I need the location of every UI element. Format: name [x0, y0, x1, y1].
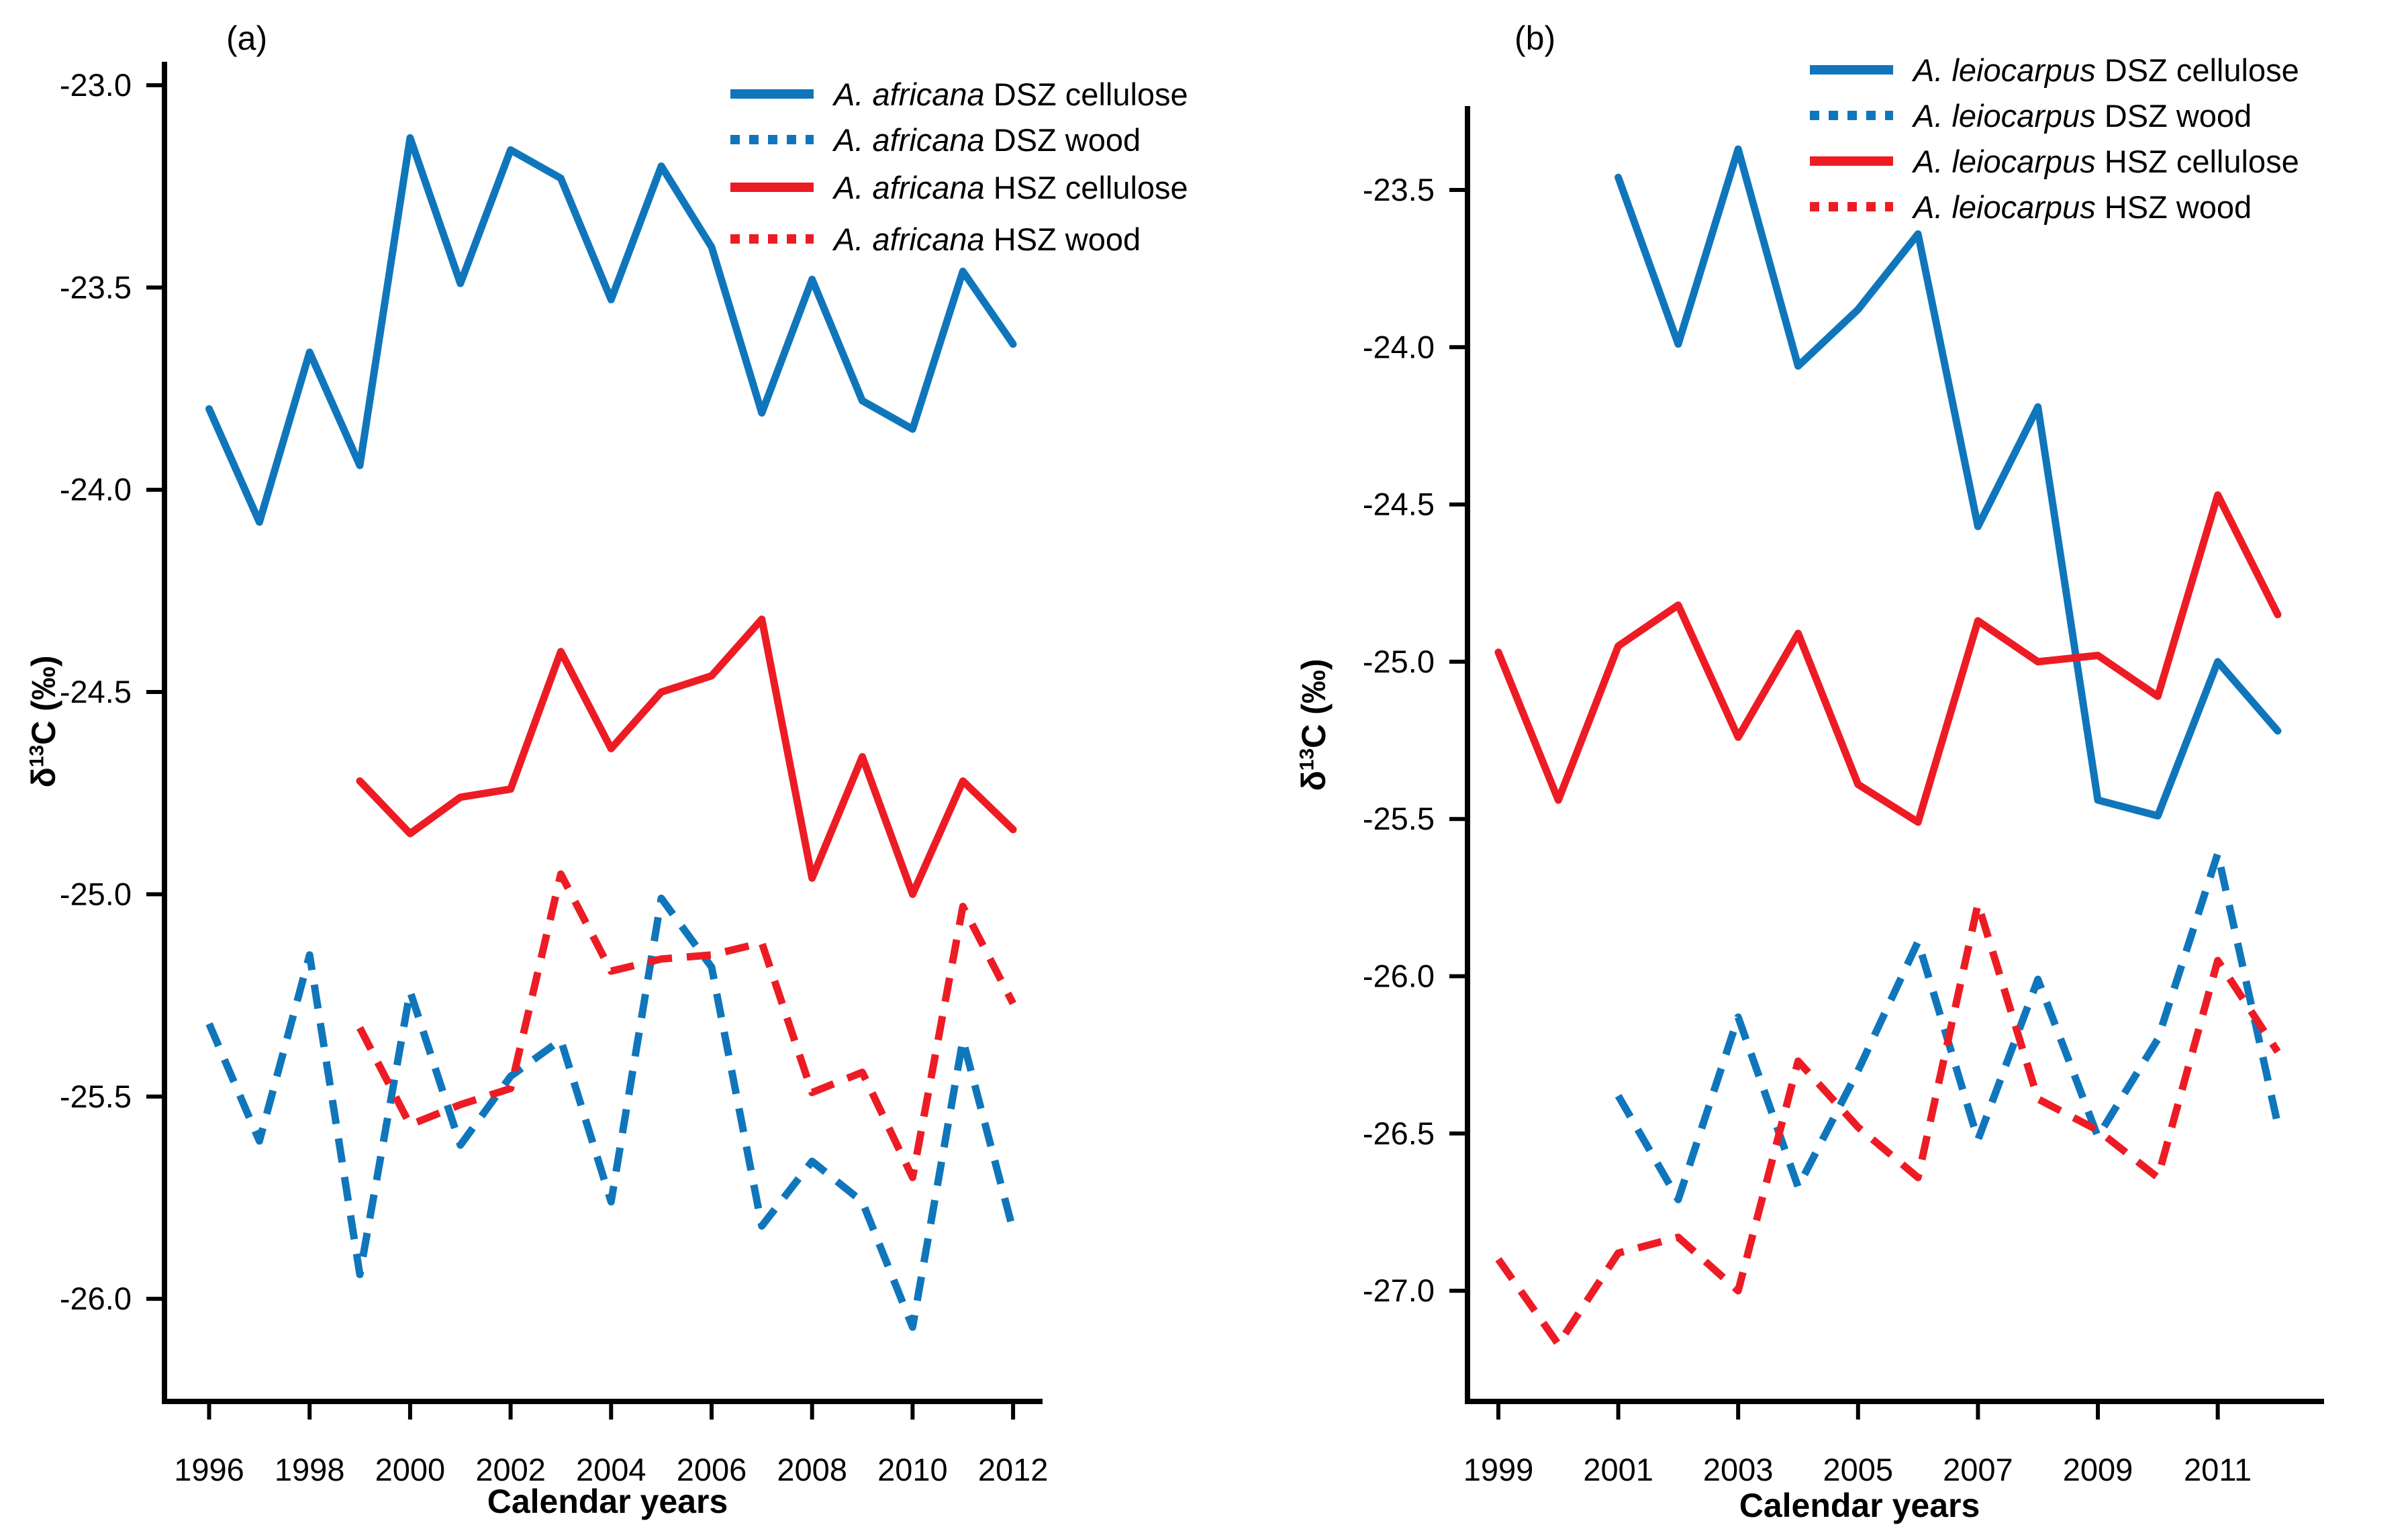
- legend-item-label: A. leiocarpus DSZ cellulose: [1913, 52, 2299, 89]
- legend-item-a-leiocarpus-dsz-cellulose: A. leiocarpus DSZ cellulose: [1809, 52, 2299, 89]
- species-name: A. leiocarpus: [1913, 143, 2096, 179]
- x-tick-label: 2003: [1703, 1452, 1774, 1487]
- legend-item-label: A. africana HSZ cellulose: [834, 169, 1188, 206]
- solid-line-sample-icon: [730, 183, 814, 192]
- dotted-line-sample-icon: [730, 135, 814, 144]
- dotted-line-sample-icon: [1810, 111, 1893, 120]
- x-tick-label: 2007: [1943, 1452, 2013, 1487]
- series-type-label: HSZ cellulose: [2095, 143, 2299, 179]
- panel-a-x-axis-title: Calendar years: [487, 1483, 728, 1520]
- x-tick-label: 2008: [777, 1452, 847, 1487]
- y-tick-label: -25.5: [1363, 801, 1435, 836]
- species-name: A. africana: [834, 76, 985, 112]
- y-tick-label: -24.0: [60, 472, 132, 507]
- panel-b-axes: [1465, 106, 2324, 1404]
- y-tick-label: -23.5: [60, 269, 132, 305]
- x-tick-label: 2000: [375, 1452, 446, 1487]
- solid-line-sample-icon: [730, 89, 814, 99]
- delta-symbol: δ: [1295, 771, 1333, 791]
- series-type-label: DSZ cellulose: [984, 76, 1188, 112]
- isotope-13-superscript: 13: [1296, 748, 1318, 771]
- x-tick-label: 2011: [2184, 1452, 2252, 1487]
- series-type-label: DSZ wood: [984, 121, 1141, 158]
- legend-item-label: A. leiocarpus HSZ cellulose: [1913, 143, 2299, 180]
- y-tick-label: -26.0: [60, 1281, 132, 1316]
- legend-item-label: A. leiocarpus HSZ wood: [1913, 189, 2252, 226]
- legend-item-a-africana-hsz-wood: A. africana HSZ wood: [729, 221, 1141, 258]
- panel-a-axes: [162, 62, 1043, 1404]
- panel-b-label: (b): [1514, 19, 1556, 57]
- species-name: A. leiocarpus: [1913, 189, 2096, 225]
- series-type-label: DSZ wood: [2095, 97, 2252, 134]
- panel-a-label: (a): [226, 19, 268, 57]
- x-tick-label: 2010: [877, 1452, 948, 1487]
- panel-b-y-axis-title: δ13C (‰): [1294, 524, 1337, 926]
- x-tick-label: 2006: [677, 1452, 747, 1487]
- x-tick-label: 2005: [1823, 1452, 1894, 1487]
- panel-a-y-axis-title: δ13C (‰): [24, 520, 67, 923]
- legend-item-label: A. africana HSZ wood: [834, 221, 1141, 258]
- series-type-label: DSZ cellulose: [2095, 52, 2299, 88]
- y-tick-label: -24.0: [1363, 329, 1435, 364]
- permil-unit: C (‰): [25, 655, 62, 745]
- y-tick-label: -25.0: [1363, 644, 1435, 679]
- y-tick-label: -24.5: [60, 674, 132, 709]
- species-name: A. leiocarpus: [1913, 52, 2096, 88]
- isotope-13-superscript: 13: [26, 744, 48, 768]
- panel-b-x-axis-title: Calendar years: [1739, 1487, 1980, 1524]
- x-tick-label: 2004: [576, 1452, 646, 1487]
- x-tick-label: 1998: [275, 1452, 345, 1487]
- x-tick-label: 1996: [174, 1452, 244, 1487]
- species-name: A. leiocarpus: [1913, 97, 2096, 134]
- legend-item-label: A. leiocarpus DSZ wood: [1913, 97, 2252, 134]
- x-tick-label: 2012: [978, 1452, 1049, 1487]
- solid-line-sample-icon: [1810, 65, 1893, 75]
- delta-symbol: δ: [25, 767, 62, 788]
- x-tick-label: 1999: [1463, 1452, 1534, 1487]
- species-name: A. africana: [834, 169, 985, 205]
- y-tick-label: -23.5: [1363, 172, 1435, 207]
- species-name: A. africana: [834, 221, 985, 257]
- y-tick-label: -26.0: [1363, 958, 1435, 994]
- y-tick-label: -23.0: [60, 67, 132, 103]
- legend-item-a-leiocarpus-hsz-cellulose: A. leiocarpus HSZ cellulose: [1809, 144, 2299, 179]
- series-a-africana-hsz-cellulose: [356, 615, 1017, 898]
- solid-line-sample-icon: [1810, 156, 1893, 166]
- dotted-line-sample-icon: [730, 234, 814, 244]
- species-name: A. africana: [834, 121, 985, 158]
- legend-item-label: A. africana DSZ cellulose: [834, 76, 1188, 113]
- series-a-leiocarpus-dsz-cellulose: [1615, 145, 2282, 820]
- x-tick-label: 2009: [2063, 1452, 2133, 1487]
- x-tick-label: 2002: [475, 1452, 546, 1487]
- y-tick-label: -27.0: [1363, 1273, 1435, 1308]
- legend-item-label: A. africana DSZ wood: [834, 121, 1141, 158]
- dotted-line-sample-icon: [1810, 202, 1893, 211]
- series-a-africana-dsz-cellulose: [205, 134, 1017, 526]
- y-tick-label: -24.5: [1363, 487, 1435, 522]
- y-tick-label: -26.5: [1363, 1116, 1435, 1151]
- series-a-leiocarpus-hsz-wood: [1495, 900, 2281, 1348]
- permil-unit: C (‰): [1295, 658, 1333, 748]
- legend-item-a-leiocarpus-hsz-wood: A. leiocarpus HSZ wood: [1809, 189, 2252, 226]
- series-a-leiocarpus-hsz-cellulose: [1494, 491, 2282, 826]
- legend-item-a-africana-dsz-cellulose: A. africana DSZ cellulose: [729, 76, 1188, 113]
- series-type-label: HSZ cellulose: [984, 169, 1188, 205]
- legend-item-a-leiocarpus-dsz-wood: A. leiocarpus DSZ wood: [1809, 97, 2252, 134]
- y-tick-label: -25.5: [60, 1079, 132, 1114]
- series-type-label: HSZ wood: [2095, 189, 2252, 225]
- series-a-africana-hsz-wood: [356, 870, 1016, 1181]
- x-tick-label: 2001: [1583, 1452, 1653, 1487]
- series-a-africana-dsz-wood: [205, 894, 1017, 1331]
- legend-item-a-africana-hsz-cellulose: A. africana HSZ cellulose: [729, 170, 1188, 205]
- y-tick-label: -25.0: [60, 876, 132, 911]
- series-type-label: HSZ wood: [984, 221, 1141, 257]
- legend-item-a-africana-dsz-wood: A. africana DSZ wood: [729, 121, 1141, 158]
